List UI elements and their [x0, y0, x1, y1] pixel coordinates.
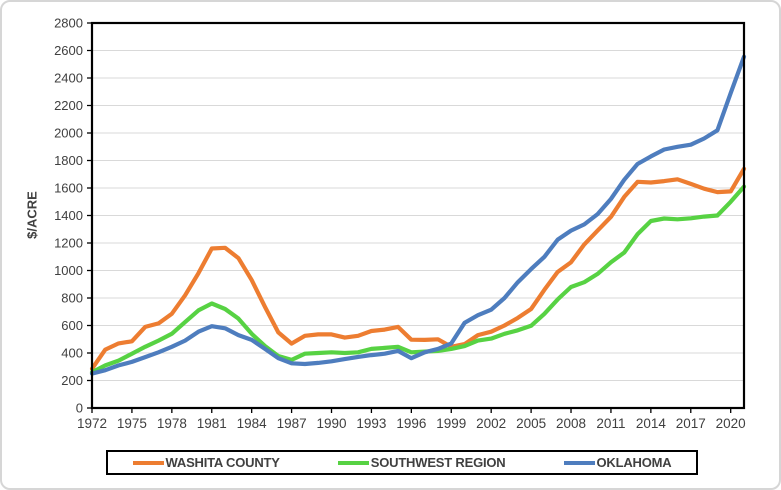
legend-item-southwest-region: SOUTHWEST REGION: [337, 455, 506, 470]
svg-text:1993: 1993: [356, 416, 386, 431]
svg-text:2800: 2800: [54, 16, 83, 31]
legend-label-southwest-region: SOUTHWEST REGION: [370, 455, 506, 470]
svg-text:2400: 2400: [54, 71, 83, 86]
svg-text:2011: 2011: [596, 416, 625, 431]
svg-text:2200: 2200: [54, 98, 83, 113]
legend-label-washita-county: WASHITA COUNTY: [165, 455, 280, 470]
svg-text:800: 800: [61, 291, 83, 306]
svg-text:1999: 1999: [436, 416, 466, 431]
svg-text:1972: 1972: [77, 416, 107, 431]
svg-text:1978: 1978: [157, 416, 187, 431]
svg-text:400: 400: [61, 346, 83, 361]
svg-text:2000: 2000: [54, 126, 83, 141]
svg-text:2002: 2002: [476, 416, 506, 431]
legend-item-oklahoma: OKLAHOMA: [563, 455, 672, 470]
y-axis-title: $/ACRE: [24, 191, 40, 239]
svg-text:200: 200: [61, 373, 83, 388]
legend-swatch-oklahoma: [563, 460, 595, 465]
svg-text:1800: 1800: [54, 153, 83, 168]
svg-text:0: 0: [76, 401, 83, 416]
svg-text:1000: 1000: [54, 263, 83, 278]
legend-swatch-washita-county: [132, 460, 164, 465]
svg-text:2005: 2005: [516, 416, 546, 431]
svg-text:1984: 1984: [237, 416, 268, 431]
line-chart-svg: 0 200 400 600 800 1000 1200 1400 1600 1800 2000 220…: [54, 16, 747, 431]
svg-text:2014: 2014: [636, 416, 667, 431]
legend-swatch-southwest-region: [337, 460, 369, 465]
svg-text:2017: 2017: [676, 416, 706, 431]
svg-text:1981: 1981: [197, 416, 227, 431]
svg-text:600: 600: [61, 318, 83, 333]
legend-item-washita-county: WASHITA COUNTY: [132, 455, 280, 470]
legend-label-oklahoma: OKLAHOMA: [596, 455, 672, 470]
svg-text:1600: 1600: [54, 181, 83, 196]
svg-text:2008: 2008: [556, 416, 586, 431]
svg-text:1990: 1990: [316, 416, 346, 431]
svg-text:1975: 1975: [117, 416, 147, 431]
svg-text:1200: 1200: [54, 236, 83, 251]
svg-text:2020: 2020: [716, 416, 746, 431]
svg-text:1996: 1996: [396, 416, 426, 431]
svg-text:2600: 2600: [54, 43, 83, 58]
legend: WASHITA COUNTY SOUTHWEST REGION OKLAHOMA: [106, 450, 698, 475]
svg-text:1400: 1400: [54, 208, 83, 223]
svg-text:1987: 1987: [277, 416, 307, 431]
